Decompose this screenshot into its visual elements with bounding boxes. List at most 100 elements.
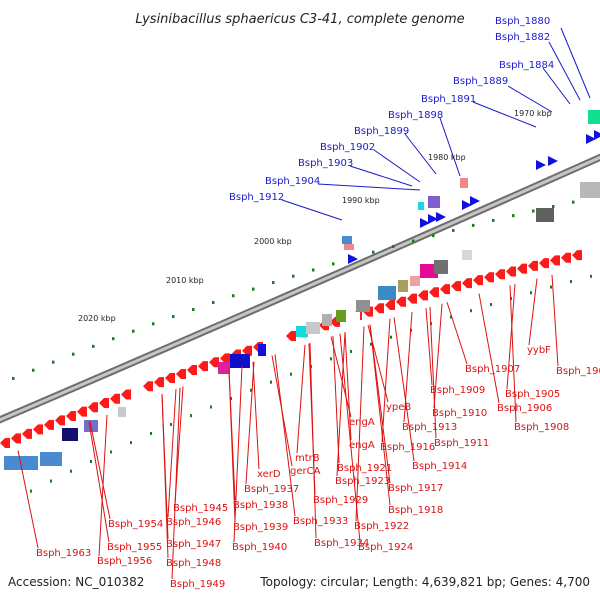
tick-mark bbox=[332, 262, 335, 265]
tick-mark bbox=[572, 201, 575, 204]
gene-label-reverse: Bsph_1914 bbox=[412, 461, 467, 472]
map-title: Lysinibacillus sphaericus C3-41, complet… bbox=[135, 12, 464, 27]
gene-label-reverse: Bsph_1938 bbox=[233, 500, 288, 511]
gene-label-reverse: Bsph_1939 bbox=[233, 522, 288, 533]
gene-label-reverse: Bsph_1945 bbox=[173, 503, 228, 514]
gene-label-reverse: Bsph_1924 bbox=[358, 542, 413, 553]
tick-mark bbox=[72, 353, 75, 356]
tick-mark bbox=[470, 309, 472, 312]
gene-label-reverse: Bsph_1911 bbox=[434, 438, 489, 449]
gene-label-reverse: Bsph_1918 bbox=[388, 505, 443, 516]
gene-label-reverse: Bsph_1937 bbox=[244, 484, 299, 495]
tick-mark bbox=[550, 286, 552, 289]
gene-label-forward: Bsph_1912 bbox=[229, 192, 284, 203]
tick-mark bbox=[570, 280, 572, 283]
gene-arrow bbox=[561, 253, 571, 263]
gene-label-forward: Bsph_1903 bbox=[298, 158, 353, 169]
label-line bbox=[426, 308, 432, 385]
gene-arrow bbox=[495, 269, 505, 279]
tick-mark bbox=[152, 322, 155, 325]
tick-mark bbox=[530, 291, 532, 294]
gene-label-reverse: Bsph_1917 bbox=[388, 483, 443, 494]
tick-mark bbox=[272, 281, 275, 284]
gene-block bbox=[536, 208, 554, 222]
gene-block bbox=[460, 178, 468, 188]
gene-label-reverse: Bsph_1901 bbox=[556, 366, 600, 377]
tick-mark bbox=[552, 205, 555, 208]
gene-arrow bbox=[539, 258, 549, 268]
tick-mark bbox=[490, 303, 492, 306]
tick-label: 2000 kbp bbox=[254, 237, 292, 246]
gene-arrow bbox=[209, 357, 219, 367]
forward-features bbox=[348, 130, 600, 264]
gene-label-reverse: Bsph_1913 bbox=[402, 422, 457, 433]
gene-label-reverse: Bsph_1922 bbox=[354, 521, 409, 532]
gene-arrow bbox=[22, 429, 32, 439]
gene-block bbox=[230, 354, 250, 368]
gene-label-forward: Bsph_1891 bbox=[421, 94, 476, 105]
gene-label-reverse: Bsph_1910 bbox=[432, 408, 487, 419]
tick-mark bbox=[52, 361, 55, 364]
gene-arrow bbox=[99, 398, 109, 408]
gene-block bbox=[40, 452, 62, 466]
gene-label-reverse: gerCA bbox=[290, 466, 321, 477]
gene-arrow-forward bbox=[470, 196, 480, 206]
gene-label-forward: Bsph_1902 bbox=[320, 142, 375, 153]
gene-block bbox=[378, 286, 396, 300]
gene-arrow bbox=[528, 261, 538, 271]
gene-block bbox=[342, 236, 352, 244]
tick-mark bbox=[270, 381, 272, 384]
label-line bbox=[318, 184, 420, 190]
gene-block bbox=[428, 196, 440, 208]
gene-block bbox=[348, 312, 360, 322]
gene-arrow bbox=[517, 264, 527, 274]
tick-mark bbox=[472, 224, 475, 227]
label-line bbox=[552, 275, 558, 366]
label-line bbox=[350, 166, 412, 186]
gene-label-reverse: Bsph_1933 bbox=[293, 516, 348, 527]
label-line bbox=[561, 28, 590, 98]
gene-block bbox=[462, 250, 472, 260]
gene-label-reverse: Bsph_1921 bbox=[337, 463, 392, 474]
gene-arrow bbox=[88, 402, 98, 412]
gene-arrow bbox=[484, 272, 494, 282]
gene-block bbox=[588, 110, 600, 124]
gene-label-reverse: Bsph_1948 bbox=[166, 558, 221, 569]
gene-arrow bbox=[473, 275, 483, 285]
gene-label-reverse: Bsph_1929 bbox=[313, 495, 368, 506]
gene-arrow-forward bbox=[594, 130, 600, 140]
tick-mark bbox=[150, 432, 152, 435]
gene-block bbox=[344, 244, 354, 250]
gene-arrow bbox=[55, 415, 65, 425]
gene-label-reverse: Bsph_1916 bbox=[380, 442, 435, 453]
tick-mark bbox=[132, 330, 135, 333]
label-line bbox=[447, 302, 467, 364]
gene-arrow bbox=[550, 255, 560, 265]
gene-label-reverse: Bsph_1907 bbox=[465, 364, 520, 375]
tick-mark bbox=[492, 219, 495, 222]
tick-mark bbox=[70, 470, 72, 473]
label-line bbox=[234, 366, 242, 542]
tick-mark bbox=[210, 406, 212, 409]
gene-block bbox=[258, 344, 266, 356]
label-line bbox=[382, 319, 390, 442]
forward-labels: Bsph_1880 Bsph_1882 Bsph_1884 Bsph_1889 Bsph… bbox=[229, 16, 554, 203]
label-line bbox=[172, 388, 180, 579]
tick-mark bbox=[30, 490, 32, 493]
gene-label-forward: Bsph_1898 bbox=[388, 110, 443, 121]
tick-label: 1990 kbp bbox=[342, 196, 380, 205]
tick-mark bbox=[50, 480, 52, 483]
tick-mark bbox=[452, 229, 455, 232]
gene-label-reverse: ypeB bbox=[386, 402, 411, 413]
tick-mark bbox=[412, 240, 415, 243]
gene-arrow-forward bbox=[436, 212, 446, 222]
label-line bbox=[374, 150, 420, 182]
gene-label-forward: Bsph_1880 bbox=[495, 16, 550, 27]
gene-arrow bbox=[110, 394, 120, 404]
tick-mark bbox=[372, 251, 375, 254]
gene-arrow bbox=[11, 433, 21, 443]
gene-label-reverse: yybF bbox=[527, 345, 551, 356]
tick-mark bbox=[590, 275, 592, 278]
gene-label-reverse: engA bbox=[349, 440, 375, 451]
